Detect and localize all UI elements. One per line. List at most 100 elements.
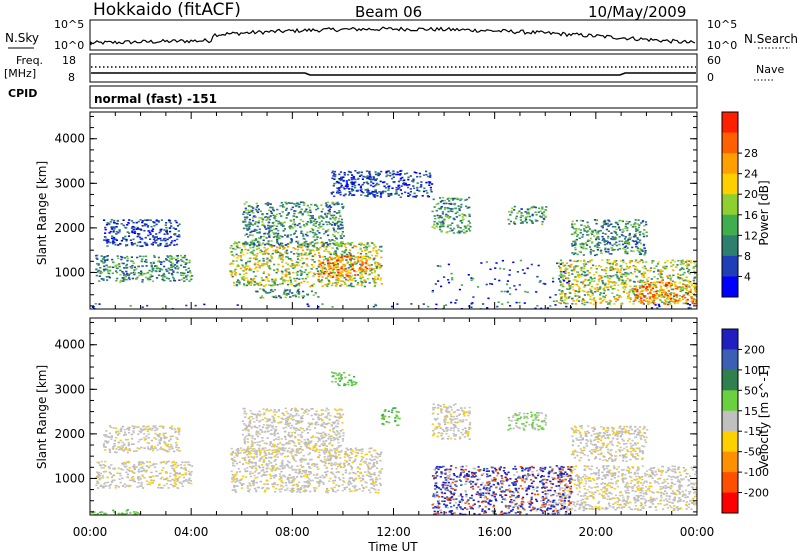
echo-cell [284, 234, 287, 236]
echo-cell [348, 251, 351, 254]
echo-cell [354, 186, 357, 189]
echo-cell [268, 284, 271, 286]
echo-cell [103, 259, 107, 262]
echo-cell [194, 304, 197, 307]
echo-cell [145, 272, 148, 275]
echo-cell [126, 476, 129, 478]
colorbar-swatch [722, 214, 738, 236]
echo-cell [174, 228, 177, 230]
echo-cell [373, 271, 376, 273]
echo-cell [122, 464, 125, 466]
echo-cell [296, 488, 299, 490]
echo-cell [404, 191, 407, 194]
echo-cell [116, 277, 119, 280]
echo-cell [150, 445, 153, 447]
echo-cell [507, 211, 511, 213]
echo-cell [650, 307, 654, 309]
noise-left-tick-top: 10^5 [54, 18, 84, 31]
echo-cell [539, 210, 542, 212]
echo-cell [536, 220, 539, 222]
echo-cell [404, 182, 407, 185]
echo-cell [567, 297, 570, 299]
echo-cell [287, 268, 290, 270]
echo-cell [266, 247, 270, 250]
echo-cell [244, 218, 247, 221]
echo-cell [602, 295, 605, 298]
echo-cell [333, 271, 336, 274]
echo-cell [284, 296, 287, 299]
echo-cell [288, 202, 291, 204]
echo-cell [327, 266, 330, 268]
echo-cell [319, 261, 322, 263]
echo-cell [288, 273, 291, 275]
echo-cell [154, 432, 157, 435]
echo-cell [178, 223, 181, 226]
echo-cell [166, 477, 169, 479]
echo-cell [374, 189, 377, 192]
echo-cell [568, 288, 571, 290]
echo-cell [582, 299, 585, 301]
echo-cell [675, 299, 678, 301]
echo-cell [625, 245, 628, 247]
echo-cell [258, 284, 261, 286]
echo-cell [663, 294, 666, 297]
echo-cell [143, 439, 146, 441]
echo-cell [188, 270, 192, 272]
echo-cell [376, 195, 379, 197]
echo-cell [592, 274, 596, 276]
echo-cell [625, 262, 628, 265]
echo-cell [678, 299, 681, 302]
echo-cell [352, 285, 355, 288]
echo-cell [298, 255, 301, 257]
echo-cell [337, 274, 340, 277]
echo-cell [670, 292, 673, 294]
echo-cell [559, 259, 563, 262]
echo-cell [134, 271, 137, 274]
echo-cell [274, 473, 277, 476]
echo-cell [615, 297, 618, 300]
echo-cell [293, 203, 296, 205]
echo-cell [358, 477, 361, 479]
echo-cell [149, 238, 152, 240]
echo-cell [300, 245, 303, 247]
echo-cell [541, 208, 544, 210]
echo-cell [531, 221, 534, 223]
echo-cell [141, 281, 144, 283]
echo-cell [357, 172, 360, 175]
echo-cell [576, 233, 579, 236]
echo-cell [572, 288, 575, 291]
echo-cell [275, 296, 278, 299]
echo-cell [108, 449, 111, 452]
echo-cell [267, 483, 270, 485]
echo-cell [270, 256, 273, 258]
echo-cell [320, 273, 323, 275]
echo-cell [130, 479, 133, 481]
echo-cell [291, 292, 294, 294]
echo-cell [312, 236, 315, 238]
echo-cell [617, 226, 620, 228]
echo-cell [531, 214, 534, 217]
echo-cell [229, 453, 233, 455]
echo-cell [107, 241, 110, 243]
echo-cell [252, 215, 255, 218]
echo-cell [604, 219, 607, 222]
echo-cell [610, 253, 613, 255]
echo-cell [269, 206, 272, 209]
echo-cell [604, 223, 607, 225]
echo-cell [611, 238, 614, 241]
echo-cell [268, 267, 271, 269]
echo-cell [447, 214, 450, 217]
echo-cell [117, 244, 120, 246]
echo-cell [172, 485, 175, 488]
echo-cell [682, 268, 685, 270]
echo-cell [297, 293, 300, 295]
echo-cell [138, 448, 141, 450]
echo-region [229, 241, 383, 288]
echo-cell [297, 282, 301, 285]
echo-cell [236, 304, 239, 306]
echo-cell [139, 467, 142, 469]
echo-cell [268, 460, 271, 462]
echo-cell [622, 273, 625, 276]
echo-cell [284, 489, 287, 491]
echo-cell [306, 265, 309, 267]
